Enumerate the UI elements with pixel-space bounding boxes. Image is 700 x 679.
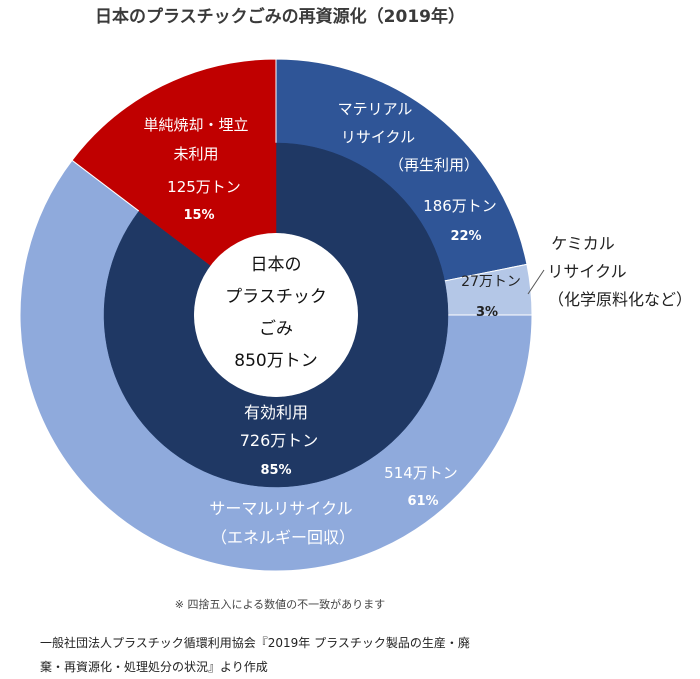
chemical-name-line: リサイクル xyxy=(547,262,626,281)
source-line: 一般社団法人プラスチック循環利用協会『2019年 プラスチック製品の生産・廃 xyxy=(40,636,470,650)
thermal-value-label: 514万トン xyxy=(384,464,458,482)
thermal-name-line: サーマルリサイクル xyxy=(209,499,352,518)
inner-ring xyxy=(103,142,449,488)
center-label-line: 850万トン xyxy=(234,351,317,371)
center-hole xyxy=(194,233,358,397)
center-label-line: ごみ xyxy=(259,319,293,339)
outer-ring xyxy=(19,58,533,572)
center-label-line: 日本の xyxy=(251,255,302,275)
effective-name-label: 有効利用 xyxy=(244,403,308,422)
center-label-line: プラスチック xyxy=(225,287,327,307)
material-value-label: 186万トン xyxy=(423,197,497,215)
unused-name-line: 単純焼却・埋立 xyxy=(143,116,248,134)
chemical-value-label: 27万トン xyxy=(461,274,521,290)
material-name-line: リサイクル xyxy=(341,128,415,146)
chemical-name-line: （化学原料化など） xyxy=(548,290,692,309)
thermal-percent-label: 61% xyxy=(407,494,438,509)
effective-percent-label: 85% xyxy=(260,463,291,478)
effective-value-label: 726万トン xyxy=(240,431,319,450)
material-name-line: マテリアル xyxy=(338,100,413,118)
unused-value-label: 125万トン xyxy=(167,178,241,196)
footnote: ※ 四捨五入による数値の不一致があります xyxy=(174,598,386,611)
source-line: 棄・再資源化・処理処分の状況』より作成 xyxy=(40,660,268,674)
material-name-line: （再生利用） xyxy=(389,156,479,174)
chart-title: 日本のプラスチックごみの再資源化（2019年） xyxy=(95,7,465,27)
chemical-name-line: ケミカル xyxy=(551,234,615,253)
unused-percent-label: 15% xyxy=(183,208,214,223)
unused-name-line: 未利用 xyxy=(173,145,218,163)
thermal-name-line: （エネルギー回収） xyxy=(211,528,355,547)
chemical-percent-label: 3% xyxy=(476,305,498,320)
source-citation: 一般社団法人プラスチック循環利用協会『2019年 プラスチック製品の生産・廃 棄… xyxy=(40,631,540,679)
chemical-leader-line xyxy=(527,269,545,295)
material-percent-label: 22% xyxy=(450,229,481,244)
